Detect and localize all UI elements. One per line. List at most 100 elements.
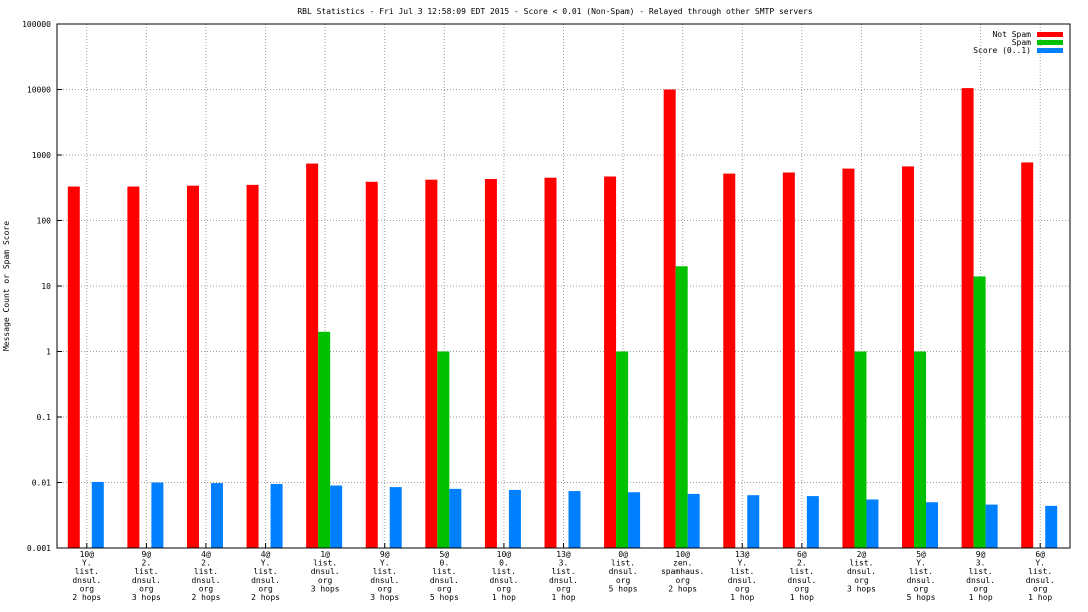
plot-frame xyxy=(56,23,1071,549)
bar-not-spam xyxy=(782,172,795,549)
x-tick-label: 0. xyxy=(499,559,509,568)
x-tick-label: list. xyxy=(254,567,278,576)
legend-swatch xyxy=(1037,48,1063,53)
x-tick-label: 3 hops xyxy=(847,584,876,593)
x-tick-label: 1@ xyxy=(320,550,330,559)
x-tick-label: org xyxy=(258,584,273,593)
x-tick-label: list. xyxy=(75,567,99,576)
x-tick-label: list. xyxy=(134,567,158,576)
bar-not-spam xyxy=(186,185,199,549)
x-tick-label: 4@ xyxy=(201,550,211,559)
x-tick-label: dnsul. xyxy=(489,576,518,585)
y-tick-label: 10 xyxy=(41,282,51,291)
y-tick-label: 0.1 xyxy=(37,413,52,422)
bar-not-spam xyxy=(663,89,676,548)
x-tick-label: 0. xyxy=(440,559,450,568)
x-tick-label: 2. xyxy=(201,559,211,568)
bar-not-spam xyxy=(961,88,974,549)
bar-not-spam xyxy=(425,179,438,548)
x-tick-label: 6@ xyxy=(797,550,807,559)
x-tick-label: 3. xyxy=(976,559,986,568)
bar-not-spam xyxy=(842,168,855,549)
x-tick-label: dnsul. xyxy=(609,567,638,576)
bar-spam xyxy=(318,331,331,548)
x-tick-label: dnsul. xyxy=(311,567,340,576)
x-tick-label: org xyxy=(616,576,631,585)
bar-spam xyxy=(675,266,688,548)
x-tick-label: org xyxy=(675,576,690,585)
x-tick-label: Y. xyxy=(380,559,390,568)
x-tick-label: dnsul. xyxy=(787,576,816,585)
x-tick-label: 5 hops xyxy=(907,593,936,602)
x-tick-label: org xyxy=(80,584,95,593)
x-tick-label: 13@ xyxy=(735,550,750,559)
legend-label: Spam xyxy=(1012,38,1031,47)
x-tick-label: 1 hop xyxy=(969,593,993,602)
bar-score-0-1- xyxy=(210,483,223,548)
x-tick-label: dnsul. xyxy=(966,576,995,585)
x-tick-label: org xyxy=(497,584,512,593)
x-tick-label: org xyxy=(973,584,988,593)
x-tick-label: 2@ xyxy=(857,550,867,559)
x-tick-label: 0@ xyxy=(618,550,628,559)
x-tick-label: 4@ xyxy=(261,550,271,559)
y-tick-label: 0.001 xyxy=(27,544,51,553)
x-tick-label: 6@ xyxy=(1035,550,1045,559)
x-tick-label: dnsul. xyxy=(549,576,578,585)
x-tick-label: Y. xyxy=(82,559,92,568)
x-tick-label: org xyxy=(437,584,452,593)
bar-spam xyxy=(973,276,986,548)
x-tick-label: 3 hops xyxy=(132,593,161,602)
bar-score-0-1- xyxy=(628,492,641,548)
bar-not-spam xyxy=(902,166,915,549)
bar-score-0-1- xyxy=(926,502,939,548)
x-tick-label: dnsul. xyxy=(907,576,936,585)
x-tick-label: org xyxy=(139,584,154,593)
x-tick-label: spamhaus. xyxy=(661,567,704,576)
x-tick-label: dnsul. xyxy=(132,576,161,585)
x-tick-label: org xyxy=(556,584,571,593)
x-tick-label: 2. xyxy=(797,559,807,568)
x-tick-label: 3 hops xyxy=(311,584,340,593)
bar-score-0-1- xyxy=(330,485,343,548)
x-tick-label: list. xyxy=(909,567,933,576)
x-tick-label: list. xyxy=(194,567,218,576)
bar-score-0-1- xyxy=(747,495,760,548)
legend-swatch xyxy=(1037,32,1063,37)
x-tick-label: 2 hops xyxy=(668,584,697,593)
bar-score-0-1- xyxy=(866,499,879,548)
x-tick-label: org xyxy=(318,576,333,585)
x-tick-label: list. xyxy=(551,567,575,576)
x-tick-label: 10@ xyxy=(497,550,512,559)
x-tick-label: Y. xyxy=(916,559,926,568)
x-tick-label: 1 hop xyxy=(551,593,575,602)
x-tick-label: org xyxy=(854,576,869,585)
x-tick-label: org xyxy=(795,584,810,593)
bar-not-spam xyxy=(1021,162,1034,548)
bars xyxy=(67,88,1058,549)
x-tick-label: 9@ xyxy=(142,550,152,559)
y-axis-label: Message Count or Spam Score xyxy=(2,221,11,351)
x-tick-label: 13@ xyxy=(556,550,571,559)
y-tick-labels: 0.001 0.01 0.1 1 10 100 1000 10000 100000 xyxy=(22,20,51,553)
y-tick-label: 1 xyxy=(46,348,51,357)
x-tick-label: dnsul. xyxy=(1026,576,1055,585)
bar-spam xyxy=(914,351,927,548)
y-tick-label: 100000 xyxy=(22,20,51,29)
x-tick-label: 2. xyxy=(142,559,152,568)
x-tick-label: list. xyxy=(730,567,754,576)
legend-label: Score (0..1) xyxy=(973,46,1031,55)
bar-not-spam xyxy=(365,181,378,548)
x-tick-label: list. xyxy=(492,567,516,576)
x-tick-label: org xyxy=(1033,584,1048,593)
y-tick-label: 1000 xyxy=(32,151,51,160)
x-tick-label: list. xyxy=(313,559,337,568)
y-tick-label: 0.01 xyxy=(32,479,51,488)
chart-title: RBL Statistics - Fri Jul 3 12:58:09 EDT … xyxy=(297,7,813,16)
x-tick-label: dnsul. xyxy=(192,576,221,585)
bar-score-0-1- xyxy=(985,504,998,548)
bar-score-0-1- xyxy=(687,493,700,548)
x-tick-label: 5@ xyxy=(440,550,450,559)
x-tick-label: Y. xyxy=(737,559,747,568)
